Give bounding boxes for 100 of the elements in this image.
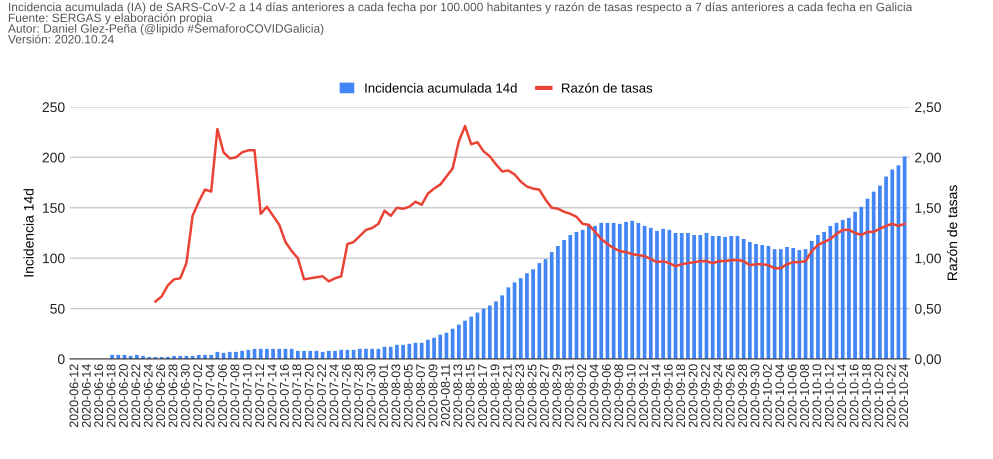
x-tick-label: 2020-09-08: [614, 364, 624, 428]
x-tick-label: 2020-10-14: [837, 364, 846, 428]
bar: [401, 344, 405, 359]
bar: [568, 234, 572, 359]
bar: [859, 206, 864, 359]
x-tick-label: 2020-09-22: [701, 364, 710, 428]
chart-title: Incidencia acumulada (IA) de SARS-CoV-2 a 14 días anteriores a cada fecha por 100.000 habitantes y razón de tasas respecto a 7 días anteriores a cada fecha en Galicia: [9, 2, 912, 14]
bar: [314, 350, 318, 359]
x-tick-label: 2020-10-04: [775, 364, 784, 428]
x-tick-label: 2020-10-16: [850, 364, 858, 428]
bar: [525, 273, 529, 359]
text: Versión: 2020.10.24: [8, 34, 114, 44]
bar: [674, 232, 678, 359]
bar: [661, 228, 666, 359]
bar: [333, 350, 337, 359]
x-tick-label: 2020-10-06: [788, 364, 797, 428]
y2-tick-label: 2,00: [915, 152, 941, 164]
bar: [550, 252, 554, 359]
bar: [667, 230, 672, 359]
x-tick-label: 2020-07-08: [230, 364, 240, 428]
y2-tick-label: 0,50: [914, 304, 941, 316]
x-tick-label: 2020-08-23: [515, 364, 524, 428]
x-tick-label: 2020-09-26: [726, 364, 735, 428]
bar: [395, 344, 399, 359]
x-tick-label: 2020-07-30: [366, 364, 376, 428]
bar: [902, 156, 906, 359]
bar: [271, 348, 275, 359]
x-tick-label: 2020-09-04: [590, 364, 598, 428]
bar: [252, 348, 256, 359]
bar: [636, 222, 640, 359]
bar: [265, 348, 269, 359]
bar: [822, 232, 826, 359]
bar: [469, 316, 474, 359]
bar: [736, 236, 740, 359]
bar: [284, 348, 288, 359]
legend-label: Razón de tasas: [562, 82, 652, 93]
x-tick-label: 2020-07-14: [268, 364, 276, 428]
bar: [729, 236, 734, 359]
bar: [655, 230, 659, 359]
y-axis-title: Incidencia 14d: [23, 189, 34, 276]
bar: [742, 238, 746, 359]
x-tick-label: 2020-06-16: [94, 364, 104, 428]
bar: [890, 169, 894, 359]
bar: [624, 222, 628, 359]
bar: [463, 320, 467, 359]
y-tick-label: 50: [50, 304, 65, 314]
x-tick-label: 2020-08-01: [379, 364, 388, 428]
bar: [680, 232, 684, 359]
x-tick-label: 2020-07-02: [193, 364, 202, 428]
x-tick-label: 2020-09-30: [750, 364, 760, 428]
y-tick-label: 0: [58, 354, 65, 364]
x-tick-label: 2020-09-14: [651, 364, 660, 428]
bar: [618, 224, 622, 359]
bar: [599, 222, 604, 359]
bar: [500, 295, 504, 359]
bar: [456, 324, 461, 359]
x-tick-label: 2020-08-09: [428, 364, 438, 428]
bar: [512, 282, 516, 359]
bar: [884, 176, 888, 359]
x-tick-label: 2020-08-13: [453, 364, 462, 428]
bar: [686, 232, 690, 359]
x-tick-label: 2020-07-28: [354, 364, 364, 428]
text: Autor: Daniel Glez-Peña (@lipido #SemaforoCOVIDGalicia): [8, 24, 324, 36]
bar: [760, 245, 764, 359]
y-tick-label: 100: [43, 253, 65, 264]
bar: [866, 198, 870, 359]
x-tick-label: 2020-10-22: [886, 364, 896, 428]
bar: [488, 306, 492, 359]
bar: [772, 249, 776, 359]
bar: [748, 242, 752, 359]
x-tick-label: 2020-09-02: [577, 364, 586, 428]
bar: [518, 278, 523, 359]
x-tick-label: 2020-08-11: [440, 364, 450, 426]
x-tick-label: 2020-09-10: [626, 364, 636, 428]
bar: [723, 236, 727, 359]
bar: [302, 350, 306, 359]
bar: [537, 263, 542, 359]
x-tick-label: 2020-08-29: [552, 364, 562, 428]
bar: [630, 220, 634, 359]
x-tick-label: 2020-09-24: [713, 364, 722, 428]
bar: [476, 312, 480, 359]
y2-tick-label: 2,50: [915, 102, 941, 114]
bar: [482, 308, 486, 359]
bar: [642, 226, 646, 359]
bar: [122, 354, 126, 359]
bar: [426, 340, 430, 359]
bar: [778, 249, 783, 359]
bar: [606, 222, 610, 359]
bar: [506, 287, 510, 359]
x-tick-label: 2020-06-28: [168, 364, 178, 428]
x-tick-label: 2020-08-05: [404, 364, 413, 428]
bar: [234, 352, 238, 359]
x-tick-label: 2020-07-10: [242, 364, 252, 428]
bar: [704, 232, 708, 359]
bar: [798, 250, 802, 359]
bar: [556, 246, 560, 359]
bar: [382, 346, 386, 359]
x-tick-label: 2020-06-18: [106, 364, 116, 428]
x-tick-label: 2020-08-27: [540, 364, 549, 428]
x-tick-label: 2020-10-24: [899, 364, 908, 428]
